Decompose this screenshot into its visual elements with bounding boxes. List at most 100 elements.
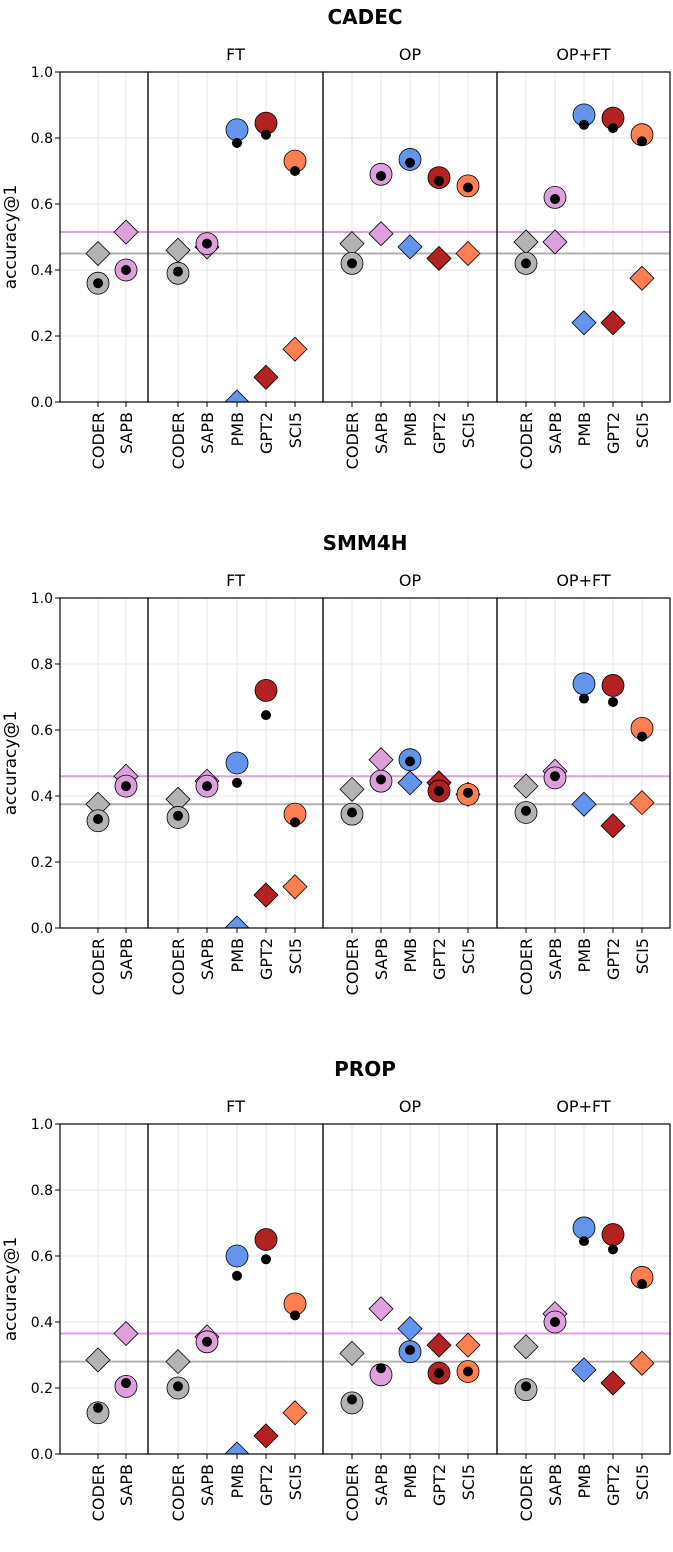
panel-title: OP+FT (556, 571, 611, 590)
chart-title: CADEC (327, 5, 402, 29)
dot-coder (347, 1394, 357, 1405)
data-marks (165, 679, 308, 928)
dot-gpt2 (261, 129, 271, 140)
x-tick-label: SAPB (372, 1464, 391, 1506)
dot-sci5 (463, 182, 473, 193)
panel-title: FT (226, 1097, 245, 1116)
chart-cadec: CADEC accuracy@1 0.0 0.2 0.4 0.6 0.8 1.0 CODER SA… (1, 5, 671, 469)
x-tick-label: SCI5 (633, 938, 652, 974)
dot-sapb (550, 771, 560, 782)
x-tick-label: SAPB (198, 412, 217, 454)
x-tick-label: SAPB (117, 938, 136, 980)
x-tick-label: SCI5 (633, 412, 652, 448)
panel-op: OP CODER SAPB PMB GPT2 SCI5 (322, 1097, 498, 1521)
x-tick-label: GPT2 (257, 1464, 276, 1506)
x-tick-label: CODER (169, 938, 188, 995)
x-tick-label: SCI5 (459, 938, 478, 974)
y-axis-label: accuracy@1 (1, 711, 21, 816)
x-tick-label: PMB (575, 412, 594, 446)
chart-smm4h: SMM4H accuracy@1 0.0 0.2 0.4 0.6 0.8 1.0 CODER SA… (1, 531, 671, 995)
y-tick-label: 1.0 (31, 65, 53, 81)
x-tick-label: SAPB (117, 412, 136, 454)
dot-sci5 (463, 1366, 473, 1377)
panel-frame (496, 1123, 671, 1455)
y-tick-label: 0.0 (31, 921, 53, 937)
panel-frame (59, 597, 149, 929)
data-marks (85, 1320, 139, 1425)
diamond-sci5 (629, 265, 655, 291)
y-tick-label: 0.4 (31, 789, 53, 805)
dot-coder (521, 1381, 531, 1392)
panel-title: OP (399, 1097, 422, 1116)
circle-pmb (225, 751, 249, 775)
x-tick-label: SAPB (546, 412, 565, 454)
dot-sci5 (290, 1310, 300, 1321)
data-marks (339, 148, 481, 275)
dot-sapb (550, 1317, 560, 1327)
y-tick-label: 1.0 (31, 591, 53, 607)
diamond-gpt2 (600, 310, 626, 336)
x-tick-label: PMB (575, 938, 594, 972)
dot-sapb (121, 265, 131, 275)
dot-coder (93, 278, 103, 289)
diamond-pmb (571, 1357, 597, 1383)
dot-sapb (376, 170, 386, 181)
x-tick-label: SAPB (372, 412, 391, 454)
diamond-gpt2 (253, 1423, 279, 1449)
x-tick-label: CODER (89, 412, 108, 469)
diamond-gpt2 (600, 1370, 626, 1396)
x-tick-label: CODER (169, 412, 188, 469)
x-tick-label: SCI5 (286, 412, 305, 448)
dot-gpt2 (608, 123, 618, 134)
x-tick-label: CODER (89, 1464, 108, 1521)
x-tick-label: GPT2 (257, 412, 276, 454)
diamond-coder (339, 1340, 365, 1366)
x-tick-label: SCI5 (459, 1464, 478, 1500)
x-tick-label: PMB (228, 938, 247, 972)
dot-pmb (405, 1345, 415, 1356)
panel-title: FT (226, 45, 245, 64)
x-tick-label: PMB (575, 1464, 594, 1498)
dot-sci5 (290, 817, 300, 828)
x-tick-label: GPT2 (257, 938, 276, 980)
circle-pmb (572, 1216, 596, 1240)
x-tick-label: SAPB (372, 938, 391, 980)
x-tick-label: SAPB (546, 938, 565, 980)
diamond-gpt2 (426, 1332, 452, 1358)
panel-title: FT (226, 571, 245, 590)
panel-title: OP (399, 571, 422, 590)
diamond-sapb (113, 1320, 139, 1347)
diamond-pmb (224, 915, 250, 928)
panel-op: OP CODER SAPB PMB GPT2 SCI5 (322, 45, 498, 469)
dot-pmb (579, 1236, 589, 1247)
panel-op-ft: OP+FT CODER SAPB PMB GPT2 SCI5 (496, 45, 671, 469)
x-tick-label: CODER (343, 938, 362, 995)
chart-prop: PROP accuracy@1 0.0 0.2 0.4 0.6 0.8 1.0 CODER SAP… (1, 1057, 671, 1521)
dot-coder (173, 810, 183, 821)
dot-sapb (202, 238, 212, 249)
x-tick-label: SCI5 (286, 938, 305, 974)
diamond-coder (165, 1349, 191, 1375)
diamond-pmb (224, 1441, 250, 1454)
y-tick-label: 0.2 (31, 1381, 53, 1397)
y-tick-label: 0.6 (31, 1249, 53, 1265)
panel-ft: FT CODER SAPB PMB GPT2 SCI5 (147, 45, 324, 469)
x-tick-label: PMB (401, 938, 420, 972)
data-marks (85, 763, 139, 833)
y-tick-label: 0.6 (31, 723, 53, 739)
x-tick-label: GPT2 (430, 1464, 449, 1506)
circle-gpt2 (254, 679, 278, 702)
dot-sci5 (463, 787, 473, 798)
diamond-gpt2 (253, 882, 279, 908)
x-tick-label: SCI5 (459, 412, 478, 448)
dot-sci5 (637, 136, 647, 147)
x-tick-label: SAPB (117, 1464, 136, 1506)
dot-gpt2 (434, 1368, 444, 1379)
diamond-sapb (368, 1296, 394, 1322)
x-tick-label: CODER (343, 412, 362, 469)
diamond-pmb (397, 770, 423, 796)
diamond-gpt2 (426, 245, 452, 272)
dot-gpt2 (434, 786, 444, 797)
diamond-coder (85, 1347, 111, 1373)
